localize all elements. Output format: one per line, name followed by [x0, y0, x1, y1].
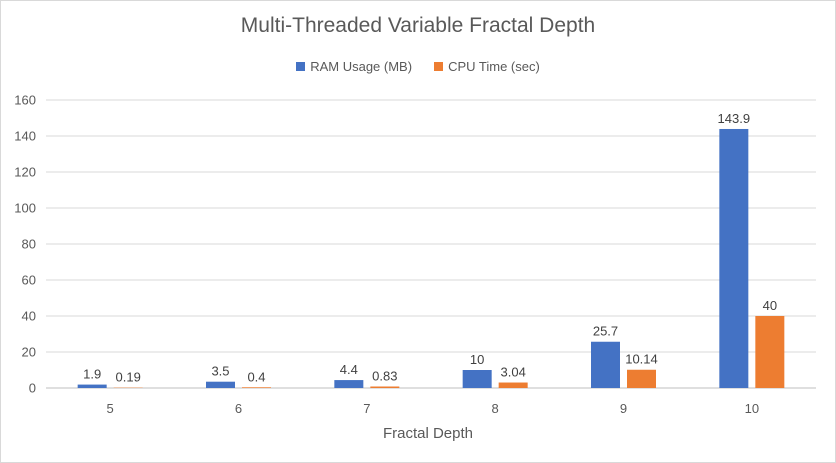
bar-ram	[206, 381, 235, 388]
y-tick-label: 60	[22, 273, 36, 288]
data-label-ram: 10	[470, 352, 484, 367]
bar-cpu	[370, 386, 400, 388]
bar-ram	[591, 341, 620, 388]
data-label-ram: 4.4	[340, 362, 358, 377]
legend-label-ram: RAM Usage (MB)	[310, 59, 413, 74]
x-tick-label: 10	[745, 401, 759, 416]
legend-label-cpu: CPU Time (sec)	[448, 59, 540, 74]
bar-ram	[334, 380, 364, 388]
bar-cpu	[242, 387, 271, 388]
data-label-ram: 143.9	[718, 111, 751, 126]
x-tick-label: 5	[107, 401, 114, 416]
chart-title: Multi-Threaded Variable Fractal Depth	[240, 14, 596, 37]
bar-cpu	[498, 382, 528, 388]
bar-cpu	[627, 369, 656, 388]
data-label-cpu: 10.14	[625, 352, 658, 367]
data-label-ram: 3.5	[211, 364, 229, 379]
chart-legend: RAM Usage (MB) CPU Time (sec)	[0, 59, 836, 74]
data-label-cpu: 40	[763, 298, 777, 313]
data-label-cpu: 0.19	[116, 370, 141, 385]
y-tick-label: 120	[14, 165, 36, 180]
bar-ram	[462, 370, 492, 388]
data-label-ram: 1.9	[83, 367, 101, 382]
x-tick-label: 6	[235, 401, 242, 416]
legend-item-ram: RAM Usage (MB)	[296, 59, 412, 74]
x-tick-label: 9	[620, 401, 627, 416]
x-tick-label: 7	[363, 401, 370, 416]
y-tick-label: 80	[22, 237, 36, 252]
bar-cpu	[755, 316, 785, 388]
data-label-cpu: 3.04	[501, 365, 526, 380]
legend-item-cpu: CPU Time (sec)	[434, 59, 540, 74]
y-tick-label: 0	[29, 381, 36, 396]
y-tick-label: 140	[14, 129, 36, 144]
y-tick-label: 160	[14, 93, 36, 108]
bar-ram	[719, 128, 749, 389]
y-tick-label: 100	[14, 201, 36, 216]
data-label-cpu: 0.4	[247, 369, 265, 384]
y-tick-label: 40	[22, 309, 36, 324]
bar-ram	[77, 384, 107, 388]
legend-swatch-ram	[296, 62, 306, 71]
data-label-ram: 25.7	[593, 324, 618, 339]
data-label-cpu: 0.83	[372, 369, 397, 384]
y-tick-label: 20	[22, 345, 36, 360]
legend-swatch-cpu	[434, 62, 444, 71]
x-tick-label: 8	[492, 401, 499, 416]
x-axis-label: Fractal Depth	[382, 425, 474, 442]
